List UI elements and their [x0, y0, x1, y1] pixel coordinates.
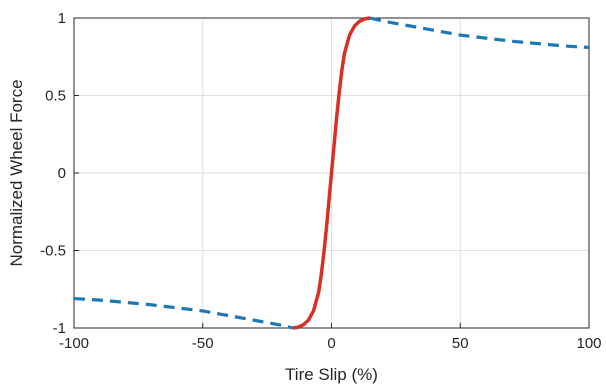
series-line-1 — [292, 16, 371, 330]
y-tick-label: 1 — [58, 10, 66, 27]
y-tick-label: 0 — [58, 165, 66, 182]
y-axis-label: Normalized Wheel Force — [7, 79, 26, 266]
x-tick-label: 100 — [576, 335, 601, 352]
x-tick-label: 50 — [452, 335, 469, 352]
ticks: -100 -50 0 50 100 -1 -0.5 0 0.5 1 — [40, 10, 601, 352]
y-tick-label: 0.5 — [45, 88, 66, 105]
x-tick-label: -50 — [192, 335, 214, 352]
series-layer — [73, 16, 590, 330]
series-line-3 — [73, 296, 294, 330]
x-tick-label: -100 — [59, 335, 89, 352]
x-axis-label: Tire Slip (%) — [285, 365, 378, 384]
y-tick-label: -0.5 — [40, 243, 66, 260]
series-line-2 — [369, 16, 590, 50]
x-tick-label: 0 — [327, 335, 335, 352]
y-tick-label: -1 — [53, 320, 66, 337]
